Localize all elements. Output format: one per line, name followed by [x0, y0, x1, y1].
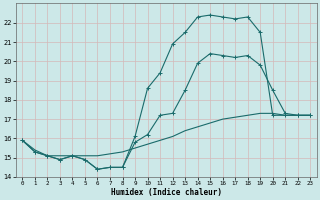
X-axis label: Humidex (Indice chaleur): Humidex (Indice chaleur) [111, 188, 222, 197]
